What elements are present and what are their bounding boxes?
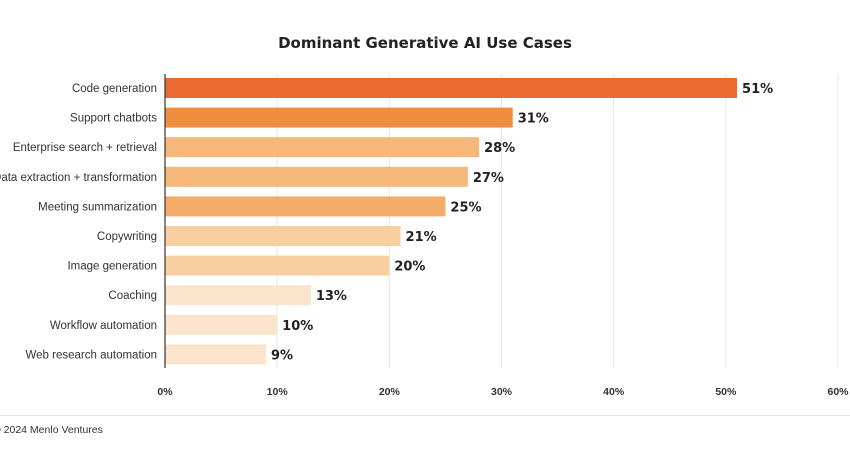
chart-title: Dominant Generative AI Use Cases bbox=[278, 34, 572, 52]
value-label: 9% bbox=[271, 348, 293, 363]
category-label: Coaching bbox=[108, 290, 157, 302]
x-tick-label: 20% bbox=[379, 386, 401, 398]
value-label: 25% bbox=[450, 200, 481, 215]
category-label: Copywriting bbox=[97, 231, 157, 243]
x-tick-label: 60% bbox=[827, 386, 849, 398]
category-label: Image generation bbox=[67, 261, 157, 273]
x-tick-label: 50% bbox=[715, 386, 737, 398]
value-label: 13% bbox=[316, 289, 347, 304]
value-label: 10% bbox=[282, 319, 313, 334]
bar bbox=[165, 78, 738, 98]
copyright-credit: © 2024 Menlo Ventures bbox=[0, 424, 103, 436]
value-label: 31% bbox=[518, 112, 549, 127]
x-tick-label: 10% bbox=[267, 386, 289, 398]
bar bbox=[165, 314, 278, 335]
bar bbox=[165, 166, 468, 187]
x-tick-label: 40% bbox=[603, 386, 625, 398]
category-label: Web research automation bbox=[26, 349, 157, 361]
bar bbox=[165, 255, 390, 276]
value-label: 27% bbox=[473, 171, 504, 186]
bar bbox=[165, 137, 480, 158]
category-label: Meeting summarization bbox=[38, 201, 157, 213]
footer-divider bbox=[0, 415, 850, 416]
bar bbox=[165, 107, 513, 128]
bar bbox=[165, 344, 266, 365]
bar bbox=[165, 226, 401, 246]
x-tick-label: 0% bbox=[157, 386, 173, 398]
category-label: Workflow automation bbox=[50, 320, 157, 332]
bar-chart: 0% 10% 20% 30% 40% 50% 60% Code generation 51% Su… bbox=[0, 74, 849, 398]
value-label: 51% bbox=[742, 82, 773, 97]
category-label: Code generation bbox=[72, 83, 157, 95]
bar bbox=[165, 285, 311, 306]
category-label: Support chatbots bbox=[70, 113, 157, 125]
category-label: Data extraction + transformation bbox=[0, 172, 157, 184]
category-label: Enterprise search + retrieval bbox=[13, 142, 157, 154]
bar bbox=[165, 196, 446, 217]
value-label: 28% bbox=[484, 141, 515, 156]
value-label: 21% bbox=[406, 230, 437, 245]
value-label: 20% bbox=[394, 260, 425, 275]
x-tick-label: 30% bbox=[491, 386, 513, 398]
